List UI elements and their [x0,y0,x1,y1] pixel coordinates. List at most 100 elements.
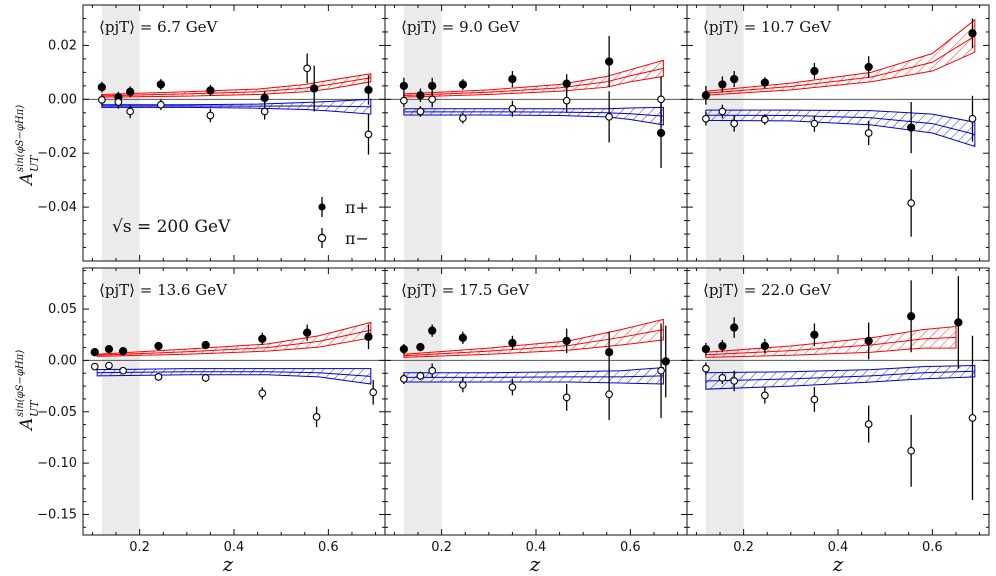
panel-2: ⟨pjT⟩ = 9.0 GeV [384,4,688,262]
point-pi-plus [730,323,739,332]
x-tick-label: 0.2 [733,540,754,555]
shaded-region [403,268,442,535]
point-pi-minus [562,393,571,402]
point-pi-plus [97,83,107,92]
point-pi-plus [302,328,312,337]
point-pi-minus [126,107,135,116]
point-pi-plus [416,91,425,100]
point-pi-minus [157,100,165,109]
y-tick-label: 0.05 [48,302,77,317]
point-pi-plus [701,91,711,100]
point-pi-plus [954,318,963,327]
panel-title: ⟨pjT⟩ = 22.0 GeV [703,281,832,299]
point-pi-plus [126,87,135,96]
point-pi-minus [718,374,727,382]
point-pi-minus [657,95,665,104]
panel-title: ⟨pjT⟩ = 13.6 GeV [99,281,228,299]
point-pi-plus [562,79,571,88]
point-pi-minus [459,114,467,123]
y-label-main: A [17,418,37,432]
point-pi-plus [864,62,873,72]
point-pi-minus [206,111,215,120]
point-pi-minus [702,114,710,123]
y-tick-label: −0.04 [37,200,77,215]
point-pi-minus [312,413,321,421]
point-pi-plus [604,348,614,357]
point-pi-minus [258,389,267,398]
shaded-region [101,268,140,535]
point-pi-minus [364,130,373,139]
y-label-sup: sin(φS−φHπ) [15,105,26,172]
point-pi-plus [399,344,409,354]
x-tick-label: 0.4 [526,540,547,555]
legend-marker-filled [318,203,326,211]
point-pi-minus [810,395,819,404]
point-pi-plus [508,74,517,84]
point-pi-plus [201,340,210,350]
y-tick-label: −0.10 [37,456,77,471]
band-pi-minus-center [97,371,371,377]
point-pi-plus [701,344,711,354]
point-pi-minus [400,375,408,383]
point-pi-plus [906,123,916,132]
panel-1: 0.02 0.00 −0.02 −0.04 ⟨pjT⟩ = 6.7 GeV [37,4,386,262]
point-pi-minus [968,414,977,422]
point-pi-minus [864,129,873,137]
band-pi-minus [101,98,372,115]
point-pi-plus [154,341,163,351]
point-pi-plus [906,312,916,321]
point-pi-minus [718,107,727,116]
band-pi-minus-center [705,370,975,382]
point-pi-minus [303,64,311,73]
x-axis-label-2: z [529,552,541,576]
point-pi-minus [761,115,769,124]
band-pi-plus [101,73,372,98]
y-tick-label: −0.05 [37,405,77,420]
point-pi-plus [968,29,977,38]
legend-label-pi-plus: π+ [345,198,369,217]
band-pi-plus [403,318,664,358]
point-pi-minus [968,114,977,123]
legend-item-pi-minus: π− [317,228,369,248]
point-pi-plus [399,81,409,90]
point-pi-plus [730,74,739,84]
point-pi-plus [810,330,819,339]
band-pi-minus-center [403,111,664,117]
point-pi-minus [428,366,437,375]
y-label-sub: UT [28,399,41,417]
point-pi-minus [702,364,710,373]
point-pi-minus [416,107,425,116]
y-axis-label-bottom: A UT sin(φS−φHπ) [15,350,41,432]
band-pi-plus-center [705,336,956,356]
point-pi-plus [156,80,166,89]
x-tick-label: 0.6 [318,540,339,555]
point-pi-plus [864,336,873,346]
point-pi-plus [118,347,128,356]
y-tick-label: −0.02 [37,146,77,161]
point-pi-plus [258,334,267,344]
y-axis-label-top: A UT sin(φS−φHπ) [15,105,41,187]
shaded-region [705,268,744,535]
point-pi-plus [760,341,770,351]
y-label-sub: UT [28,154,41,172]
shaded-region [101,5,140,261]
point-pi-plus [458,80,468,89]
band-pi-plus [705,325,957,358]
band-pi-plus-center [101,77,371,97]
y-label-main: A [17,173,37,187]
y-tick-label: 0.00 [48,92,77,107]
point-pi-minus [416,371,425,380]
legend-marker-open [317,233,327,243]
point-pi-plus [508,338,517,348]
band-pi-minus-center [403,375,664,378]
point-pi-plus [364,85,373,95]
panels-layer: 0.02 0.00 −0.02 −0.04 ⟨pjT⟩ = 6.7 GeV ⟨pjT⟩ =… [37,4,990,555]
point-pi-minus [260,107,269,116]
point-pi-minus [907,199,915,207]
energy-label: √s = 200 GeV [112,217,231,237]
point-pi-plus [206,86,215,95]
point-pi-plus [656,128,666,138]
point-pi-plus [718,80,727,89]
point-pi-minus [907,446,915,455]
